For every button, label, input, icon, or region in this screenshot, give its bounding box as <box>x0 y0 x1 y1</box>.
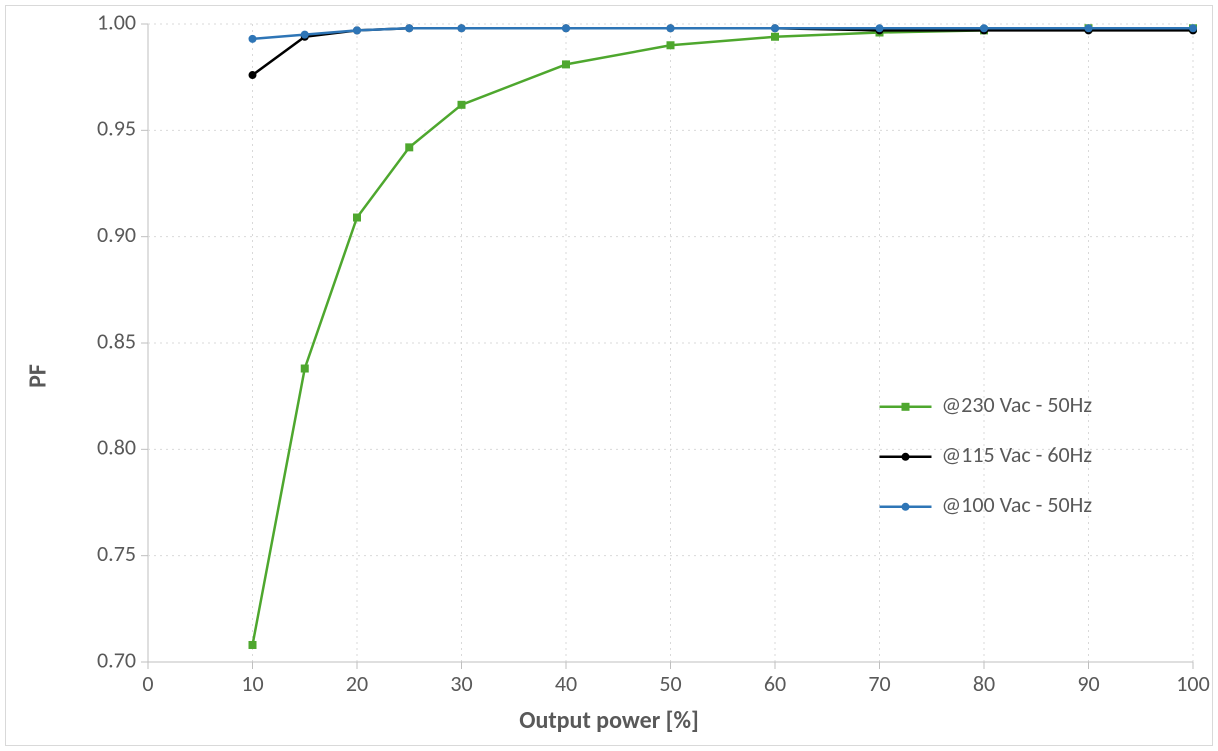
series-line <box>253 28 1194 75</box>
legend-label: @115 Vac - 60Hz <box>942 441 1093 468</box>
legend-marker <box>902 403 910 411</box>
x-tick-label: 100 <box>1176 670 1209 697</box>
series-marker <box>301 365 309 373</box>
series-marker <box>249 35 257 43</box>
y-tick-label: 0.70 <box>97 646 136 673</box>
series-line <box>253 28 1194 645</box>
y-tick-label: 0.95 <box>97 115 136 142</box>
x-tick-label: 0 <box>142 670 153 697</box>
x-tick-label: 20 <box>346 670 368 697</box>
series-marker <box>667 24 675 32</box>
x-tick-label: 10 <box>241 670 263 697</box>
y-tick-label: 0.90 <box>97 221 136 248</box>
x-tick-label: 60 <box>764 670 786 697</box>
series-marker <box>301 31 309 39</box>
series-marker <box>876 24 884 32</box>
chart-svg: 0 10 20 30 40 50 60 70 80 90 100 0.70 0.75 0.80 0.85 0.… <box>6 6 1212 745</box>
y-tick-label: 1.00 <box>97 8 136 35</box>
series-marker <box>249 641 257 649</box>
x-tick-label: 40 <box>555 670 577 697</box>
series-marker <box>458 24 466 32</box>
y-tick-label: 0.85 <box>97 327 136 354</box>
x-tick-label: 70 <box>868 670 890 697</box>
legend-marker <box>902 453 910 461</box>
series-marker <box>1085 24 1093 32</box>
legend-label: @230 Vac - 50Hz <box>942 391 1093 418</box>
x-tick-label: 90 <box>1077 670 1099 697</box>
legend-marker <box>902 503 910 511</box>
y-tick-label: 0.75 <box>97 540 136 567</box>
x-tick-label: 30 <box>450 670 472 697</box>
chart-container: PF Output power [%] 01020304050607080901… <box>5 5 1213 746</box>
series-marker <box>980 24 988 32</box>
series-marker <box>458 101 466 109</box>
series-marker <box>353 214 361 222</box>
series-marker <box>405 24 413 32</box>
x-tick-label: 80 <box>973 670 995 697</box>
series-marker <box>1189 24 1197 32</box>
series-marker <box>353 26 361 34</box>
legend-label: @100 Vac - 50Hz <box>942 491 1093 518</box>
x-tick-label: 50 <box>659 670 681 697</box>
series-marker <box>771 24 779 32</box>
series-marker <box>562 24 570 32</box>
series-marker <box>771 33 779 41</box>
series-marker <box>562 60 570 68</box>
series-marker <box>405 143 413 151</box>
y-tick-label: 0.80 <box>97 434 136 461</box>
series-marker <box>249 71 257 79</box>
series-marker <box>667 41 675 49</box>
